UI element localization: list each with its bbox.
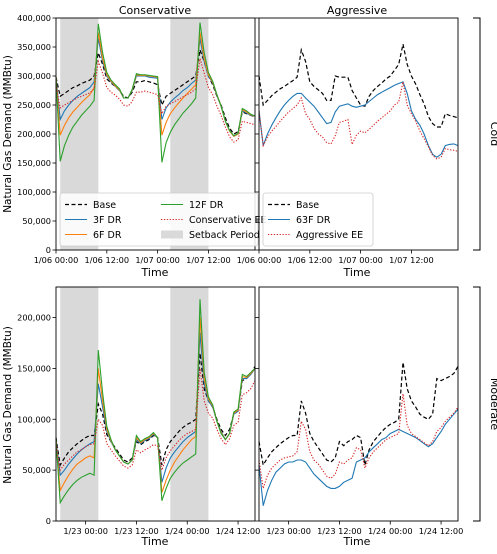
series-line-dr3 (258, 408, 459, 506)
x-tick-label: 1/07 00:00 (135, 255, 180, 265)
row-bracket-cold (473, 17, 481, 251)
series-line-base (258, 362, 459, 467)
y-tick-label: 0 (46, 245, 51, 255)
y-tick-label: 200,000 (17, 129, 51, 139)
y-tick-label: 50,000 (22, 216, 51, 226)
setback-region (170, 287, 209, 521)
legend-swatch-setback (161, 230, 183, 239)
y-tick-label: 400,000 (17, 13, 51, 23)
series-line-ee (55, 58, 256, 143)
series-line-ee (55, 368, 256, 473)
plot-frame (55, 286, 256, 522)
x-tick-label: 1/07 00:00 (338, 255, 383, 265)
series-line-dr3 (258, 81, 459, 158)
series-line-ee (258, 393, 459, 489)
legend-label: 63F DR (296, 215, 331, 226)
panel-moderate-conservative: 0 50,000 100,000 150,000 200,000 1/23 00:00 1/… (17, 286, 261, 536)
x-tick-label: 1/07 12:00 (186, 255, 231, 265)
y-tick-label: 150,000 (17, 158, 51, 168)
x-tick-label: 1/24 00:00 (368, 526, 413, 536)
column-title-conservative: Conservative (119, 4, 192, 17)
x-axis-label-tr: Time (343, 266, 371, 279)
x-tick-label: 1/06 12:00 (288, 255, 333, 265)
plot-frame (258, 286, 459, 522)
row-label-cold: Cold (488, 122, 497, 146)
x-tick-label: 1/23 00:00 (63, 526, 108, 536)
legend-label: 12F DR (189, 200, 224, 211)
series-line-base (258, 43, 459, 128)
y-axis-label-bottom: Natural Gas Demand (MMBtu) (2, 326, 14, 484)
y-tick-label: 100,000 (17, 414, 51, 424)
legend-label: 6F DR (93, 230, 122, 241)
x-axis-label-tl: Time (141, 266, 169, 279)
legend-label: Base (296, 200, 319, 211)
panels-group: 0 50,000 100,000 150,000 200,000 250,000 300,0… (17, 13, 463, 536)
series-line-ee (258, 81, 459, 160)
x-axis-label-br: Time (343, 535, 371, 548)
x-tick-label: 1/23 12:00 (114, 526, 159, 536)
y-tick-label: 350,000 (17, 42, 51, 52)
panel-cold-conservative: 0 50,000 100,000 150,000 200,000 250,000 300,0… (17, 13, 266, 265)
y-tick-label: 100,000 (17, 187, 51, 197)
y-tick-label: 150,000 (17, 363, 51, 373)
y-tick-label: 0 (46, 516, 51, 526)
y-tick-label: 200,000 (17, 313, 51, 323)
x-tick-label: 1/06 00:00 (237, 255, 282, 265)
x-tick-label: 1/06 12:00 (85, 255, 130, 265)
x-tick-label: 1/23 00:00 (266, 526, 311, 536)
x-tick-label: 1/24 00:00 (165, 526, 210, 536)
legend-box (59, 192, 259, 247)
x-axis-label-bl: Time (141, 535, 169, 548)
y-tick-label: 300,000 (17, 71, 51, 81)
legend-label: Setback Period (189, 230, 260, 241)
y-tick-label: 50,000 (22, 465, 51, 475)
column-title-aggressive: Aggressive (327, 4, 388, 17)
series-line-base (55, 353, 256, 467)
series-line-dr12 (55, 299, 256, 505)
y-axis-label-top: Natural Gas Demand (MMBtu) (2, 55, 14, 213)
series-line-dr12 (55, 22, 256, 163)
legend-label: Aggressive EE (296, 230, 363, 241)
setback-region (60, 287, 99, 521)
row-bracket-moderate (473, 286, 481, 522)
x-tick-label: 1/24 12:00 (216, 526, 261, 536)
legend-label: Base (93, 200, 116, 211)
x-tick-label: 1/06 00:00 (34, 255, 79, 265)
x-tick-label: 1/23 12:00 (317, 526, 362, 536)
x-tick-label: 1/24 12:00 (419, 526, 464, 536)
row-label-moderate: Moderate (488, 378, 497, 431)
legend-box (262, 192, 374, 247)
panel-cold-aggressive: 1/06 00:00 1/06 12:00 1/07 00:00 1/07 12:00… (237, 17, 459, 265)
y-tick-label: 250,000 (17, 100, 51, 110)
legend-label: Conservative EE (189, 215, 266, 226)
x-tick-label: 1/07 12:00 (389, 255, 434, 265)
panel-moderate-aggressive: 1/23 00:00 1/23 12:00 1/24 00:00 1/24 12:00 (255, 286, 464, 536)
legend-label: 3F DR (93, 215, 122, 226)
